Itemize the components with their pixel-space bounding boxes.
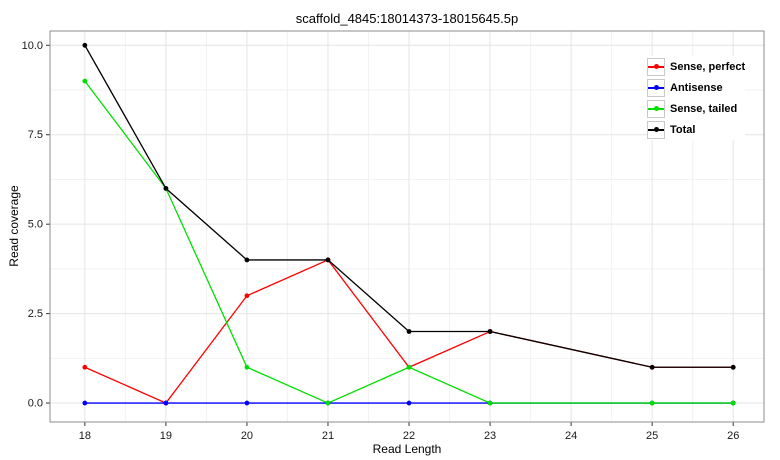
data-point-total (325, 257, 331, 263)
data-point-sense-tailed (325, 400, 331, 406)
data-point-total (82, 42, 88, 48)
data-point-sense-perfect (82, 364, 88, 370)
data-point-sense-tailed (82, 78, 88, 84)
data-point-total (163, 186, 169, 191)
data-point-antisense (82, 400, 88, 406)
data-point-total (244, 257, 250, 263)
legend-key-icon (647, 99, 665, 118)
data-point-total (406, 329, 412, 334)
legend-label: Total (670, 123, 696, 136)
legend-key-dot (653, 106, 659, 111)
y-tick-label: 0.0 (28, 398, 43, 410)
legend-entry: Total (647, 119, 745, 140)
legend-key-dot (653, 85, 659, 90)
y-axis-label: Read coverage (7, 185, 21, 267)
legend-entry: Sense, tailed (647, 98, 745, 119)
data-point-sense-tailed (244, 364, 250, 370)
data-point-total (487, 329, 493, 334)
x-tick-label: 24 (565, 430, 577, 442)
legend-key-dot (653, 64, 659, 69)
data-point-sense-tailed (649, 400, 655, 406)
legend-key-icon (647, 78, 665, 97)
y-tick-label: 10.0 (22, 40, 43, 52)
legend-entry: Antisense (647, 77, 745, 98)
data-point-antisense (244, 400, 250, 406)
x-tick-label: 20 (241, 430, 253, 442)
data-point-sense-tailed (487, 400, 493, 406)
x-tick-label: 25 (646, 430, 658, 442)
x-tick-label: 22 (403, 430, 415, 442)
data-point-total (730, 364, 736, 370)
series-line-sense-tailed (84, 80, 734, 404)
series-line-total (84, 44, 734, 368)
y-tick-label: 5.0 (28, 219, 43, 231)
x-axis-label: Read Length (372, 442, 442, 456)
legend-label: Sense, tailed (670, 102, 738, 115)
legend: Sense, perfect Antisense Sense, tailed Tota… (647, 56, 746, 140)
x-tick-label: 23 (484, 430, 496, 442)
panel-border (49, 30, 765, 423)
x-tick-label: 18 (79, 430, 91, 442)
data-point-antisense (406, 400, 412, 406)
data-point-sense-tailed (730, 400, 736, 406)
legend-key-icon (647, 120, 665, 139)
legend-label: Sense, perfect (670, 60, 746, 73)
data-point-total (649, 364, 655, 370)
legend-label: Antisense (670, 81, 723, 94)
y-tick-label: 7.5 (28, 129, 43, 141)
data-point-antisense (163, 400, 169, 406)
legend-entry: Sense, perfect (647, 56, 745, 77)
chart-title: scaffold_4845:18014373-18015645.5p (295, 11, 519, 26)
x-tick-label: 26 (727, 430, 739, 442)
legend-key-icon (647, 57, 665, 76)
plot-panel (50, 31, 764, 422)
legend-key-dot (653, 127, 659, 132)
x-tick-label: 19 (160, 430, 172, 442)
data-point-sense-perfect (244, 293, 250, 299)
x-tick-label: 21 (322, 430, 334, 442)
data-point-sense-tailed (406, 364, 412, 370)
y-tick-label: 2.5 (28, 308, 43, 320)
